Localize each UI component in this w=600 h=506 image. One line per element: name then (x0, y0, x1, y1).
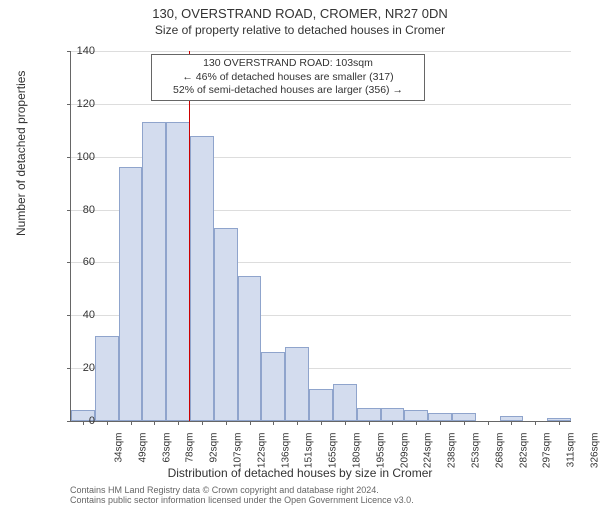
x-tick-label: 209sqm (399, 433, 410, 473)
grid-line (71, 51, 571, 52)
x-tick-label: 311sqm (566, 433, 577, 473)
reference-line (189, 51, 190, 421)
histogram-bar (142, 122, 166, 421)
x-tick-label: 238sqm (447, 433, 458, 473)
x-tick-label: 165sqm (328, 433, 339, 473)
y-axis-label: Number of detached properties (14, 71, 28, 236)
y-tick-label: 80 (65, 204, 95, 216)
x-tick-label: 92sqm (209, 433, 220, 473)
x-tick-label: 297sqm (542, 433, 553, 473)
x-tick-mark (392, 421, 393, 425)
y-tick-label: 100 (65, 151, 95, 163)
x-tick-label: 122sqm (256, 433, 267, 473)
x-tick-label: 151sqm (304, 433, 315, 473)
x-tick-label: 49sqm (137, 433, 148, 473)
annotation-line-2: ← 46% of detached houses are smaller (31… (158, 71, 418, 85)
histogram-bar (190, 136, 214, 421)
histogram-bar (452, 413, 476, 421)
footer-text: Contains HM Land Registry data © Crown c… (70, 486, 414, 506)
histogram-bar (261, 352, 285, 421)
x-tick-mark (297, 421, 298, 425)
annotation-box: 130 OVERSTRAND ROAD: 103sqm ← 46% of det… (151, 54, 425, 101)
x-tick-mark (250, 421, 251, 425)
plot-area: 130 OVERSTRAND ROAD: 103sqm ← 46% of det… (70, 51, 571, 422)
x-tick-mark (345, 421, 346, 425)
x-tick-mark (154, 421, 155, 425)
annotation-line-1: 130 OVERSTRAND ROAD: 103sqm (158, 57, 418, 71)
y-tick-label: 60 (65, 256, 95, 268)
x-tick-label: 107sqm (232, 433, 243, 473)
x-tick-label: 136sqm (280, 433, 291, 473)
x-tick-mark (131, 421, 132, 425)
x-tick-mark (321, 421, 322, 425)
x-tick-mark (416, 421, 417, 425)
histogram-bar (95, 336, 119, 421)
x-tick-label: 34sqm (113, 433, 124, 473)
x-tick-label: 180sqm (352, 433, 363, 473)
x-tick-mark (464, 421, 465, 425)
histogram-bar (428, 413, 452, 421)
x-tick-mark (107, 421, 108, 425)
y-tick-label: 120 (65, 98, 95, 110)
x-axis-label: Distribution of detached houses by size … (0, 466, 600, 480)
x-tick-mark (202, 421, 203, 425)
footer-line-2: Contains public sector information licen… (70, 496, 414, 506)
histogram-bar (119, 167, 143, 421)
chart-title-main: 130, OVERSTRAND ROAD, CROMER, NR27 0DN (0, 6, 600, 21)
x-tick-label: 224sqm (423, 433, 434, 473)
x-tick-label: 282sqm (518, 433, 529, 473)
x-tick-label: 326sqm (590, 433, 600, 473)
x-tick-label: 268sqm (494, 433, 505, 473)
x-tick-mark (369, 421, 370, 425)
chart-title-sub: Size of property relative to detached ho… (0, 23, 600, 37)
histogram-bar (166, 122, 190, 421)
histogram-bar (404, 410, 428, 421)
histogram-bar (214, 228, 238, 421)
y-tick-label: 140 (65, 45, 95, 57)
x-tick-mark (178, 421, 179, 425)
x-tick-label: 63sqm (161, 433, 172, 473)
x-tick-mark (226, 421, 227, 425)
grid-line (71, 104, 571, 105)
x-tick-mark (559, 421, 560, 425)
annotation-line-3: 52% of semi-detached houses are larger (… (158, 84, 418, 98)
histogram-bar (381, 408, 405, 421)
histogram-bar (357, 408, 381, 421)
x-tick-mark (488, 421, 489, 425)
histogram-bar (238, 276, 262, 421)
y-tick-label: 40 (65, 309, 95, 321)
x-tick-mark (440, 421, 441, 425)
x-tick-mark (273, 421, 274, 425)
histogram-bar (333, 384, 357, 421)
x-tick-label: 195sqm (375, 433, 386, 473)
x-tick-mark (511, 421, 512, 425)
y-tick-label: 0 (65, 415, 95, 427)
x-tick-label: 78sqm (185, 433, 196, 473)
x-tick-mark (535, 421, 536, 425)
y-tick-label: 20 (65, 362, 95, 374)
histogram-bar (285, 347, 309, 421)
x-tick-label: 253sqm (471, 433, 482, 473)
histogram-bar (309, 389, 333, 421)
